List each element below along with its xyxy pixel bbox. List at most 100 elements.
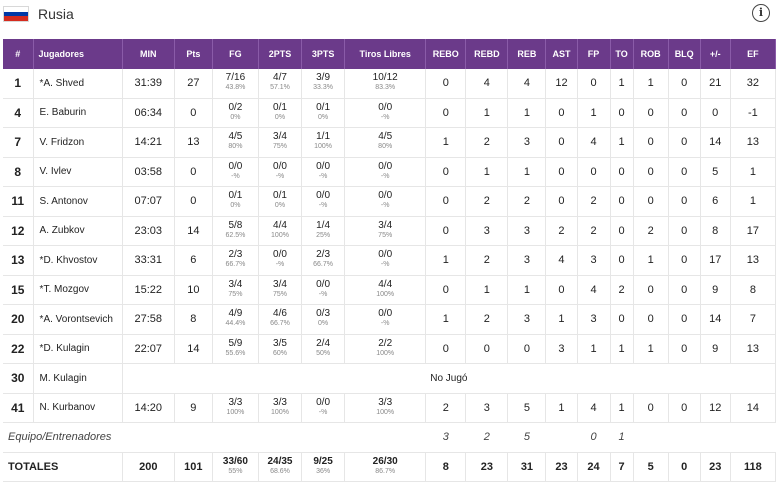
stat-blq: 0	[668, 393, 701, 423]
column-header[interactable]: Pts	[174, 39, 213, 69]
total-points: 101	[174, 451, 213, 482]
stat-rebo: 2	[425, 393, 467, 423]
p3-pct: 33.3%	[313, 84, 333, 92]
column-header[interactable]: Jugadores	[33, 39, 123, 69]
player-row[interactable]: 4 E. Baburin 06:34 0 0/2 0% 0/1 0% 0/1 0% 0/0 -% 0 1 1…	[3, 98, 777, 128]
fg-pct: 55%	[228, 467, 243, 475]
stat-to: 0	[610, 304, 634, 335]
header-row: # Jugadores MIN Pts FG 2PTS 3PTS Tiros Libres RE…	[3, 39, 777, 69]
ft-made: 0/0	[378, 101, 393, 113]
player-name[interactable]: V. Ivlev	[33, 157, 123, 187]
player-name[interactable]: *A. Vorontsevich	[33, 304, 123, 335]
column-header[interactable]: MIN	[122, 39, 175, 69]
column-header[interactable]: FG	[212, 39, 259, 69]
player-row[interactable]: 11 S. Antonov 07:07 0 0/1 0% 0/1 0% 0/0 -% 0/0 -% 0 2…	[3, 186, 777, 217]
column-header[interactable]: +/-	[700, 39, 731, 69]
column-header[interactable]: 3PTS	[301, 39, 346, 69]
stat-ast: 1	[545, 393, 578, 423]
points: 8	[174, 304, 213, 335]
column-header[interactable]: TO	[610, 39, 634, 69]
stat-blq: 0	[668, 157, 701, 187]
stat-ast: 1	[545, 304, 578, 335]
minutes: 06:34	[122, 98, 175, 128]
column-header[interactable]: 2PTS	[258, 39, 303, 69]
player-number: 4	[3, 98, 34, 128]
column-header[interactable]: AST	[545, 39, 578, 69]
column-header[interactable]: ROB	[633, 39, 669, 69]
ft-pct: 75%	[378, 231, 393, 239]
p3-made: 2/3	[316, 249, 331, 261]
column-header[interactable]: REBD	[465, 39, 509, 69]
column-header[interactable]: EF	[730, 39, 777, 69]
stat-pm: 12	[700, 393, 731, 423]
player-row[interactable]: 12 A. Zubkov 23:03 14 5/8 62.5% 4/4 100% 1/4 25% 3…	[3, 216, 777, 246]
stat-ast: 0	[545, 98, 578, 128]
player-number: 13	[3, 245, 34, 276]
player-row[interactable]: 1 *A. Shved 31:39 27 7/16 43.8% 4/7 57.1% 3/9 33.…	[3, 69, 777, 99]
stat-ast: 0	[545, 275, 578, 305]
stat-rebd: 2	[465, 245, 509, 276]
column-header[interactable]: REB	[507, 39, 547, 69]
russia-flag-icon	[3, 6, 29, 22]
ft-cell: 4/5 80%	[344, 127, 427, 158]
ft-cell: 2/2 100%	[344, 334, 427, 364]
p3-made: 1/1	[316, 131, 331, 143]
p2-made: 0/0	[273, 249, 287, 261]
minutes: 22:07	[122, 334, 175, 364]
p2-pct: 57.1%	[270, 84, 290, 92]
p2-pct: 66.7%	[270, 320, 290, 328]
player-row[interactable]: 15 *T. Mozgov 15:22 10 3/4 75% 3/4 75% 0/0 -% 4/4 1…	[3, 275, 777, 305]
p2-pct: 0%	[274, 202, 286, 210]
column-header[interactable]: BLQ	[668, 39, 701, 69]
team-rebd: 2	[465, 422, 508, 453]
fg-made: 0/2	[228, 101, 243, 113]
stat-reb: 3	[507, 127, 547, 158]
team-pm	[700, 422, 731, 453]
stat-pm: 0	[700, 98, 731, 128]
player-name[interactable]: E. Baburin	[33, 98, 123, 128]
box-score-table: # Jugadores MIN Pts FG 2PTS 3PTS Tiros Libres RE…	[3, 39, 777, 482]
points: 6	[174, 245, 213, 276]
points: 27	[174, 69, 213, 99]
p3-pct: 36%	[316, 467, 331, 475]
stat-rebd: 2	[465, 304, 509, 335]
ft-cell: 26/30 86.7%	[344, 451, 427, 482]
player-name[interactable]: V. Fridzon	[33, 127, 123, 158]
column-header[interactable]: REBO	[425, 39, 467, 69]
player-row[interactable]: 13 *D. Khvostov 33:31 6 2/3 66.7% 0/0 -% 2/3 66.7…	[3, 245, 777, 276]
player-name[interactable]: *D. Khvostov	[33, 245, 123, 276]
player-row[interactable]: 8 V. Ivlev 03:58 0 0/0 -% 0/0 -% 0/0 -% 0/0 -% 0 1 1 0 0…	[3, 157, 777, 187]
player-name[interactable]: M. Kulagin	[33, 363, 123, 394]
player-row-dnp[interactable]: 30 M. Kulagin No Jugó	[3, 363, 777, 394]
stat-ef: 13	[730, 127, 777, 158]
stat-ef: 13	[730, 245, 777, 276]
player-row[interactable]: 22 *D. Kulagin 22:07 14 5/9 55.6% 3/5 60% 2/4 50%…	[3, 334, 777, 364]
player-name[interactable]: *A. Shved	[33, 69, 123, 99]
fg-cell: 3/4 75%	[212, 275, 259, 305]
player-name[interactable]: S. Antonov	[33, 186, 123, 217]
p3-made: 2/4	[316, 337, 331, 349]
column-header[interactable]: FP	[577, 39, 611, 69]
p3-pct: -%	[318, 172, 328, 180]
stat-ast: 2	[545, 216, 578, 246]
player-name[interactable]: A. Zubkov	[33, 216, 123, 246]
player-name[interactable]: N. Kurbanov	[33, 393, 123, 423]
ft-cell: 0/0 -%	[344, 157, 427, 187]
minutes: 27:58	[122, 304, 175, 335]
p2-made: 4/6	[273, 308, 287, 320]
stat-pm: 5	[700, 157, 731, 187]
stat-pm: 21	[700, 69, 731, 99]
player-row[interactable]: 41 N. Kurbanov 14:20 9 3/3 100% 3/3 100% 0/0 -% 3/…	[3, 393, 777, 423]
player-row[interactable]: 7 V. Fridzon 14:21 13 4/5 80% 3/4 75% 1/1 100% 4/5…	[3, 127, 777, 158]
info-icon[interactable]: i	[752, 4, 770, 22]
player-row[interactable]: 20 *A. Vorontsevich 27:58 8 4/9 44.4% 4/6 66.7%…	[3, 304, 777, 335]
p2-cell: 0/1 0%	[258, 98, 303, 128]
team-rob	[633, 422, 669, 453]
player-number: 41	[3, 393, 34, 423]
player-name[interactable]: *D. Kulagin	[33, 334, 123, 364]
player-name[interactable]: *T. Mozgov	[33, 275, 123, 305]
column-header[interactable]: #	[3, 39, 34, 69]
ft-pct: 80%	[378, 143, 393, 151]
stat-rebo: 0	[425, 186, 467, 217]
column-header[interactable]: Tiros Libres	[344, 39, 427, 69]
